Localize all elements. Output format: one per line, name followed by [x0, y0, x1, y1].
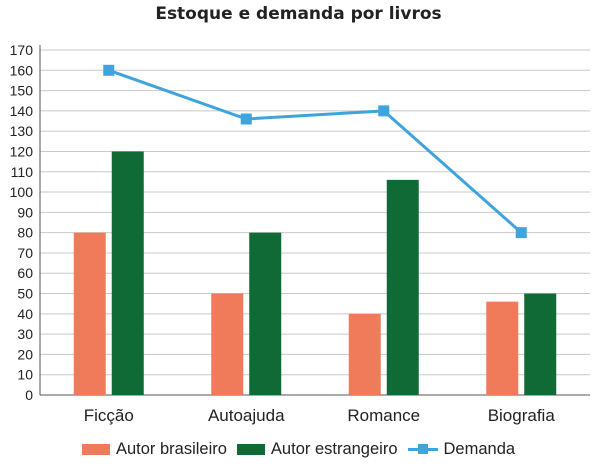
bar-autor-brasileiro-3 — [486, 301, 519, 395]
legend-item-demanda: Demanda — [407, 440, 516, 459]
y-tick-label-170: 170 — [10, 42, 34, 58]
bar-autor-brasileiro-2 — [348, 313, 381, 395]
x-tick-label-1: Autoajuda — [208, 406, 285, 425]
legend-label-autor-estrangeiro: Autor estrangeiro — [270, 440, 398, 458]
y-tick-label-0: 0 — [25, 387, 33, 403]
legend-item-autor-brasileiro: Autor brasileiro — [81, 440, 227, 459]
legend-swatch-autor-estrangeiro — [236, 444, 265, 455]
x-tick-label-3: Biografia — [488, 406, 556, 425]
legend-swatch-autor-brasileiro — [81, 444, 110, 455]
y-tick-label-10: 10 — [17, 367, 33, 383]
y-tick-label-50: 50 — [17, 286, 33, 302]
y-tick-label-110: 110 — [11, 164, 34, 180]
x-tick-label-2: Romance — [347, 406, 420, 425]
bar-autor-estrangeiro-3 — [524, 293, 557, 395]
y-tick-label-90: 90 — [17, 204, 33, 220]
bar-autor-estrangeiro-2 — [386, 179, 419, 395]
marker-demanda-3 — [515, 227, 527, 239]
chart-title: Estoque e demanda por livros — [155, 4, 442, 24]
chart-plot: 0 10 20 30 40 50 60 70 80 90 100 110 120 130 140 150 160… — [10, 42, 590, 425]
legend-label-autor-brasileiro: Autor brasileiro — [115, 440, 227, 458]
bar-autor-estrangeiro-0 — [111, 151, 144, 395]
y-tick-label-40: 40 — [17, 306, 33, 322]
y-tick-label-20: 20 — [17, 346, 33, 362]
bar-autor-brasileiro-0 — [73, 232, 106, 395]
legend-item-autor-estrangeiro: Autor estrangeiro — [236, 440, 398, 459]
y-tick-label-150: 150 — [10, 83, 34, 99]
y-tick-label-130: 130 — [10, 123, 34, 139]
bar-autor-estrangeiro-1 — [249, 232, 282, 395]
marker-demanda-0 — [103, 64, 115, 76]
line-demanda — [108, 68, 523, 234]
legend-swatch-demanda — [407, 444, 438, 455]
y-tick-label-70: 70 — [17, 245, 33, 261]
marker-demanda-1 — [240, 113, 252, 125]
y-tick-label-30: 30 — [17, 326, 33, 342]
legend: Autor brasileiro Autor estrangeiro Deman… — [0, 440, 597, 459]
marker-demanda-2 — [378, 105, 390, 117]
y-tick-label-100: 100 — [10, 184, 34, 200]
y-tick-label-160: 160 — [10, 62, 34, 78]
bar-autor-brasileiro-1 — [211, 293, 244, 395]
x-tick-label-0: Ficção — [84, 406, 134, 425]
y-tick-label-120: 120 — [10, 143, 34, 159]
legend-label-demanda: Demanda — [443, 440, 516, 458]
y-tick-label-60: 60 — [17, 265, 33, 281]
y-tick-label-80: 80 — [17, 225, 33, 241]
y-tick-label-140: 140 — [10, 103, 34, 119]
